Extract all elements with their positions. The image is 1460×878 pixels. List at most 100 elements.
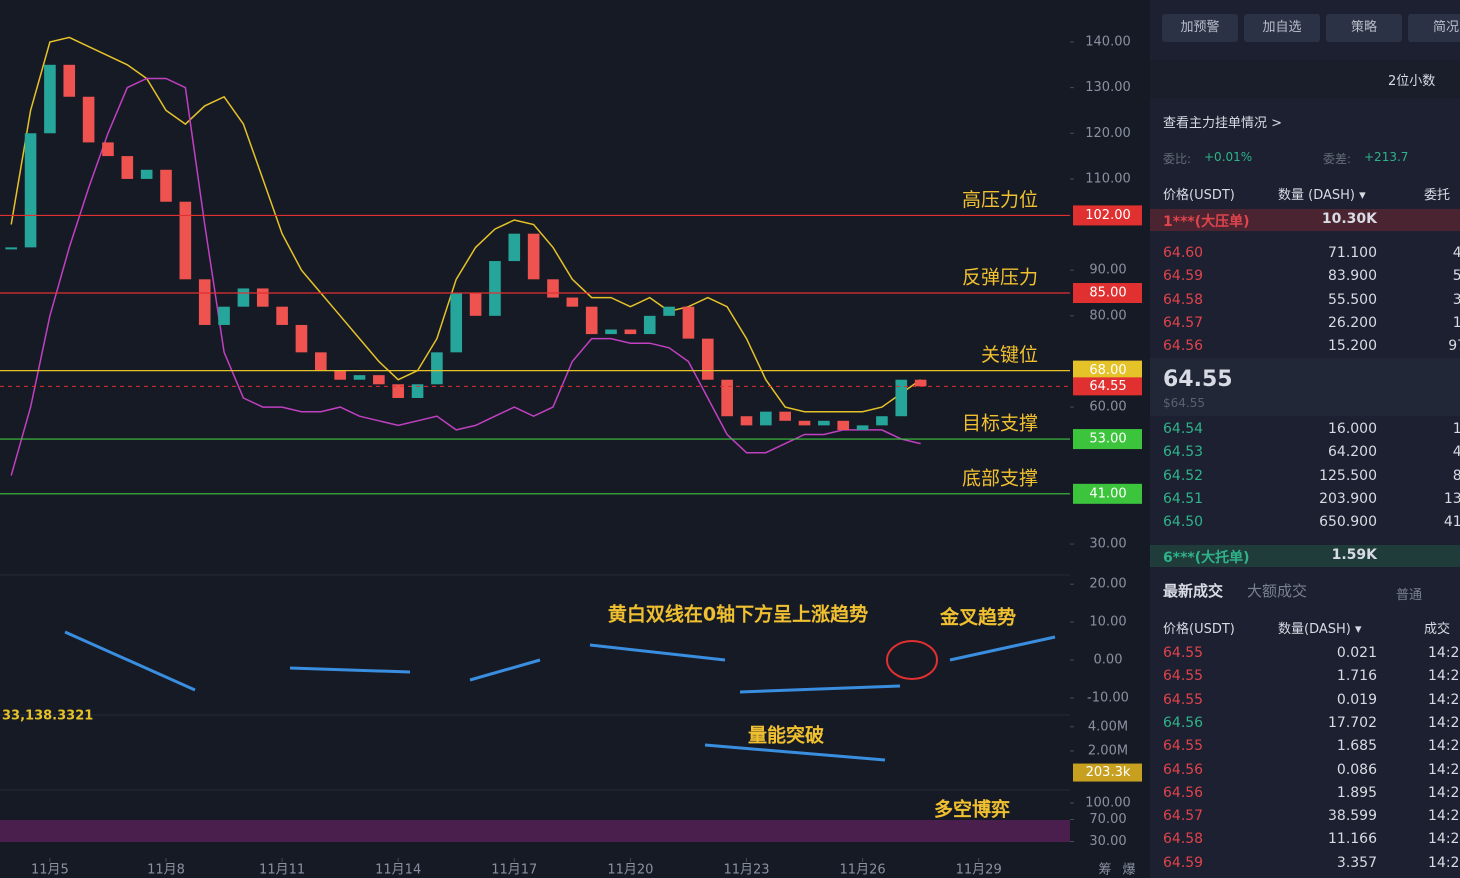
col-header: 数量 (DASH) ▾	[1278, 188, 1366, 203]
big-ask-name: 1***(大压单)	[1163, 214, 1250, 230]
arrow	[469, 658, 541, 682]
trade-time: 14:23	[1428, 761, 1460, 778]
level-label: 关键位	[981, 344, 1038, 366]
trade-tab[interactable]: 最新成交	[1163, 582, 1224, 600]
trade-tab[interactable]: 大额成交	[1247, 582, 1308, 600]
cross-circle	[886, 640, 938, 680]
trade-filter: 普通	[1396, 588, 1423, 603]
trade-qty: 1.716	[1336, 668, 1377, 685]
trade-price: 64.56	[1163, 714, 1204, 731]
last-price: 64.55	[1163, 367, 1233, 392]
trade-price: 64.56	[1163, 761, 1204, 778]
trade-price: 64.57	[1163, 808, 1204, 825]
book-total: 41.9	[1443, 514, 1460, 531]
y-tick-label: 20.00	[1089, 577, 1126, 592]
big-bid-name: 6***(大托单)	[1163, 550, 1250, 566]
candle	[837, 420, 850, 430]
big-ask-qty: 10.30K	[1321, 211, 1377, 227]
x-tick-label: 11月14	[375, 863, 421, 878]
action-btn[interactable]: 策略	[1326, 14, 1402, 42]
book-qty: 125.500	[1319, 467, 1377, 484]
y-tick-label: 30.00	[1089, 834, 1126, 849]
candle	[237, 288, 250, 307]
trade-qty: 11.166	[1328, 831, 1377, 848]
candle	[276, 306, 288, 325]
x-tick-label: 11月5	[31, 863, 69, 878]
trade-price: 64.56	[1163, 784, 1204, 801]
candle	[431, 352, 443, 385]
trade-time: 14:23	[1428, 714, 1460, 731]
volume-tag-label: 203.3k	[1086, 765, 1131, 780]
book-qty: 64.200	[1328, 444, 1377, 461]
candle	[585, 306, 598, 335]
trade-price: 64.55	[1163, 691, 1204, 708]
book-price: 64.57	[1163, 314, 1204, 331]
book-total: 4.1	[1452, 444, 1460, 461]
y-tick-label: 130.00	[1085, 80, 1131, 95]
candle	[643, 315, 656, 335]
action-btn[interactable]: 加预警	[1162, 14, 1238, 42]
arrow	[289, 666, 411, 674]
candle	[411, 384, 424, 398]
book-total: 8.0	[1452, 467, 1460, 484]
candle	[469, 293, 482, 316]
cross-annotation: 金叉趋势	[939, 606, 1016, 629]
volume-label: 33,138.3321	[2, 709, 93, 724]
candle	[760, 411, 772, 426]
trade-time: 14:23	[1428, 854, 1460, 871]
big-ask-bg	[1150, 209, 1460, 231]
candle	[82, 96, 95, 143]
trade-qty: 0.086	[1336, 761, 1377, 778]
ratio: +0.01%	[1204, 150, 1253, 164]
book-qty: 16.000	[1328, 421, 1377, 437]
candle	[160, 169, 172, 202]
corner-icon: 爆	[1122, 863, 1135, 878]
x-tick-label: 11月20	[607, 863, 653, 878]
panel-bg	[1150, 60, 1460, 98]
candle	[740, 416, 753, 426]
candle	[353, 375, 366, 380]
book-total: 978	[1448, 338, 1460, 355]
ratio-label: 委比:	[1163, 152, 1192, 166]
book-price: 64.60	[1163, 245, 1204, 261]
level-label: 反弹压力	[962, 267, 1038, 289]
level-tag-label: 102.00	[1085, 208, 1131, 223]
trade-qty: 1.685	[1336, 738, 1377, 755]
main-orders-link[interactable]: 查看主力挂单情况 >	[1163, 116, 1283, 131]
candle	[527, 233, 540, 280]
trade-qty: 0.021	[1336, 645, 1377, 661]
x-tick-label: 11月23	[723, 863, 769, 878]
diff: +213.7	[1364, 150, 1409, 164]
candle	[198, 279, 211, 325]
level-tag	[1073, 483, 1142, 504]
candle	[392, 384, 405, 398]
decimals-btn[interactable]: 2位小数	[1388, 74, 1436, 89]
trade-qty: 17.702	[1328, 714, 1377, 731]
book-price: 64.53	[1163, 444, 1204, 461]
y-tick-label: 10.00	[1089, 615, 1126, 630]
trade-time: 14:23	[1428, 668, 1460, 685]
candle	[179, 201, 192, 280]
trade-price: 64.55	[1163, 738, 1204, 755]
book-qty: 15.200	[1328, 338, 1377, 355]
candle	[818, 420, 830, 426]
action-btn[interactable]: 加自选	[1244, 14, 1320, 42]
trade-price: 64.59	[1163, 854, 1204, 871]
candle	[218, 306, 230, 325]
trade-time: 14:23	[1428, 784, 1460, 801]
y-tick-label: 110.00	[1085, 171, 1131, 186]
candle	[624, 329, 637, 335]
candle	[334, 370, 346, 380]
candle	[373, 375, 385, 385]
y-tick-label: 80.00	[1089, 308, 1126, 323]
last-price-tag	[1073, 377, 1142, 396]
book-qty: 203.900	[1319, 490, 1377, 507]
book-price: 64.59	[1163, 268, 1204, 285]
candle	[44, 64, 56, 134]
y-tick-label: 120.00	[1085, 126, 1131, 141]
last-price-usd: $64.55	[1163, 396, 1205, 410]
action-btn[interactable]: 简况	[1408, 14, 1460, 42]
col-header: 价格(USDT)	[1163, 188, 1235, 203]
col-header: 数量(DASH) ▾	[1278, 622, 1362, 637]
candle	[5, 247, 18, 250]
